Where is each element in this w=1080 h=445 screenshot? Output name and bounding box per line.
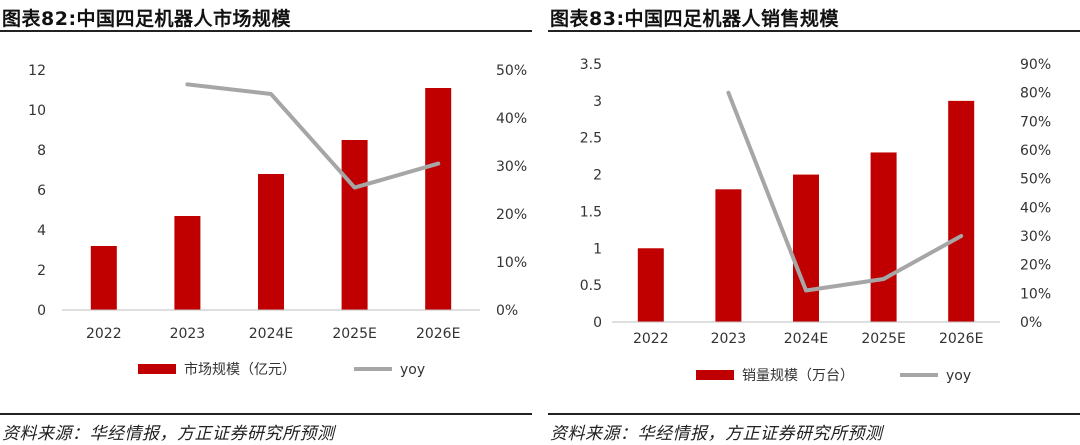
- y-left-tick-label: 0: [37, 303, 46, 319]
- y-right-tick-label: 0%: [496, 303, 518, 319]
- x-tick-label: 2026E: [939, 331, 983, 347]
- y-right-tick-label: 80%: [1020, 86, 1051, 102]
- title-divider: [548, 30, 1080, 32]
- source-note: 资料来源：华经情报，方正证券研究所预测: [550, 424, 883, 444]
- legend-swatch-bar: [138, 364, 176, 374]
- bar: [637, 248, 664, 322]
- y-left-tick-label: 12: [28, 63, 46, 79]
- legend-label-line: yoy: [946, 368, 971, 384]
- yoy-line: [185, 82, 441, 190]
- title-divider: [0, 30, 532, 32]
- sales-volume-chart: 0 0.5 1 1.5 2 2.5 3 3.5 0% 10% 20% 30% 40% 50% 60% 70% 8…: [580, 57, 1051, 384]
- y-right-tick-label: 40%: [1020, 200, 1051, 216]
- x-tick-label: 2024E: [249, 326, 293, 342]
- legend-label-bar: 市场规模（亿元）: [184, 361, 296, 378]
- bar: [341, 140, 368, 310]
- y-right-tick-label: 70%: [1020, 114, 1051, 130]
- bar: [174, 216, 201, 310]
- y-right-tick-label: 50%: [1020, 172, 1051, 188]
- y-left-tick-label: 1.5: [580, 204, 602, 220]
- x-tick-label: 2023: [711, 331, 747, 347]
- yoy-line: [726, 90, 964, 293]
- source-divider: [0, 413, 532, 415]
- bar: [715, 189, 742, 322]
- y-left-tick-label: 4: [37, 223, 46, 239]
- x-tick-label: 2026E: [416, 326, 460, 342]
- y-right-tick-label: 30%: [1020, 229, 1051, 245]
- legend-swatch-bar: [696, 370, 734, 380]
- bar: [425, 88, 452, 310]
- market-size-chart: 0 2 4 6 8 10 12 0% 10% 20% 30% 40% 50% 2022 2023 2024E 2…: [28, 63, 527, 378]
- x-tick-label: 2022: [633, 331, 669, 347]
- y-left-tick-label: 6: [37, 183, 46, 199]
- y-right-tick-label: 10%: [496, 255, 527, 271]
- y-right-tick-label: 40%: [496, 111, 527, 127]
- chart-panel-market-size: 图表82:中国四足机器人市场规模 0 2 4 6 8 10 12 0% 10% 20% 30% 40%…: [0, 0, 532, 445]
- bar: [90, 246, 117, 310]
- y-left-tick-label: 2: [593, 168, 602, 184]
- y-right-tick-label: 10%: [1020, 286, 1051, 302]
- bar: [258, 174, 284, 310]
- y-right-tick-label: 90%: [1020, 57, 1051, 73]
- source-divider: [548, 413, 1080, 415]
- y-right-tick-label: 20%: [1020, 258, 1051, 274]
- y-left-tick-label: 1: [593, 241, 602, 257]
- x-tick-label: 2024E: [784, 331, 828, 347]
- y-right-tick-label: 50%: [496, 63, 527, 79]
- y-left-tick-label: 3.5: [580, 57, 602, 73]
- x-tick-label: 2025E: [861, 331, 905, 347]
- legend-label-bar: 销量规模（万台）: [742, 368, 854, 384]
- x-tick-label: 2023: [170, 326, 206, 342]
- bar: [870, 152, 897, 322]
- y-left-tick-label: 3: [593, 94, 602, 110]
- bar: [793, 174, 819, 322]
- y-right-tick-label: 20%: [496, 207, 527, 223]
- y-right-tick-label: 60%: [1020, 143, 1051, 159]
- x-tick-label: 2025E: [332, 326, 376, 342]
- y-left-tick-label: 2.5: [580, 131, 602, 147]
- legend-label-line: yoy: [400, 362, 425, 378]
- source-note: 资料来源：华经情报，方正证券研究所预测: [2, 424, 335, 444]
- y-left-tick-label: 0.5: [580, 278, 602, 294]
- bar: [948, 100, 975, 322]
- chart-title: 图表82:中国四足机器人市场规模: [2, 8, 292, 30]
- y-left-tick-label: 8: [37, 143, 46, 159]
- chart-title: 图表83:中国四足机器人销售规模: [550, 8, 840, 30]
- y-left-tick-label: 0: [593, 315, 602, 331]
- y-right-tick-label: 30%: [496, 159, 527, 175]
- y-left-tick-label: 10: [28, 103, 46, 119]
- y-right-tick-label: 0%: [1020, 315, 1042, 331]
- y-left-tick-label: 2: [37, 263, 46, 279]
- chart-panel-sales-volume: 图表83:中国四足机器人销售规模 0 0.5 1 1.5 2 2.5 3 3.5 0% 10% 20…: [548, 0, 1080, 445]
- x-tick-label: 2022: [86, 326, 122, 342]
